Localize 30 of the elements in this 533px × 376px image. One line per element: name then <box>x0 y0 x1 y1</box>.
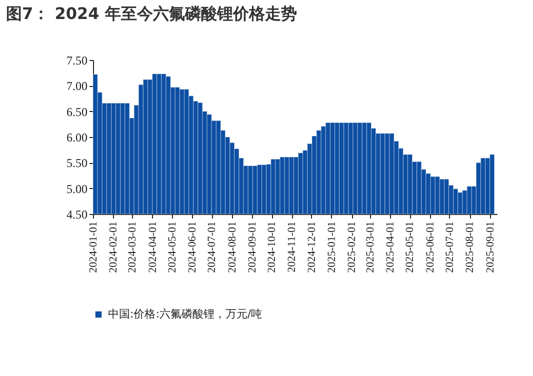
x-tick-label: 2024-09-01 <box>246 222 258 273</box>
y-tick-label: 7.50 <box>66 54 88 68</box>
x-tick-label: 2024-02-01 <box>108 222 120 273</box>
x-tick-label: 2025-09-01 <box>484 222 496 273</box>
legend-label: 中国:价格:六氟磷酸锂，万元/吨 <box>108 308 262 320</box>
x-tick-label: 2024-11-01 <box>286 222 298 272</box>
x-tick-label: 2024-10-01 <box>266 222 278 273</box>
x-tick-label: 2025-03-01 <box>364 222 376 273</box>
x-tick-label: 2024-08-01 <box>226 222 238 273</box>
x-tick-label: 2025-01-01 <box>326 222 338 273</box>
y-tick-label: 7.00 <box>66 79 88 94</box>
x-tick-label: 2024-07-01 <box>206 222 218 273</box>
y-tick-label: 6.00 <box>66 130 88 144</box>
x-tick-label: 2024-06-01 <box>186 222 199 273</box>
x-tick-label: 2025-04-01 <box>384 222 397 273</box>
x-tick-label: 2024-01-01 <box>88 222 100 273</box>
x-tick-label: 2024-05-01 <box>166 222 178 273</box>
x-tick-label: 2024-12-01 <box>306 222 318 273</box>
x-tick-label: 2025-07-01 <box>444 222 456 273</box>
x-tick-label: 2025-06-01 <box>424 222 436 273</box>
chart-title: 图7： 2024 年至今六氟磷酸锂价格走势 <box>6 4 297 23</box>
x-tick-label: 2024-03-01 <box>126 222 139 273</box>
y-tick-label: 5.00 <box>66 182 88 196</box>
x-tick-label: 2025-08-01 <box>464 222 476 273</box>
x-tick-label: 2025-05-01 <box>404 222 416 273</box>
x-tick-label: 2024-04-01 <box>146 222 159 273</box>
x-tick-label: 2025-02-01 <box>346 222 358 273</box>
y-tick-label: 4.50 <box>66 208 88 222</box>
y-tick-label: 5.50 <box>66 156 88 170</box>
y-tick-label: 6.50 <box>66 104 88 119</box>
